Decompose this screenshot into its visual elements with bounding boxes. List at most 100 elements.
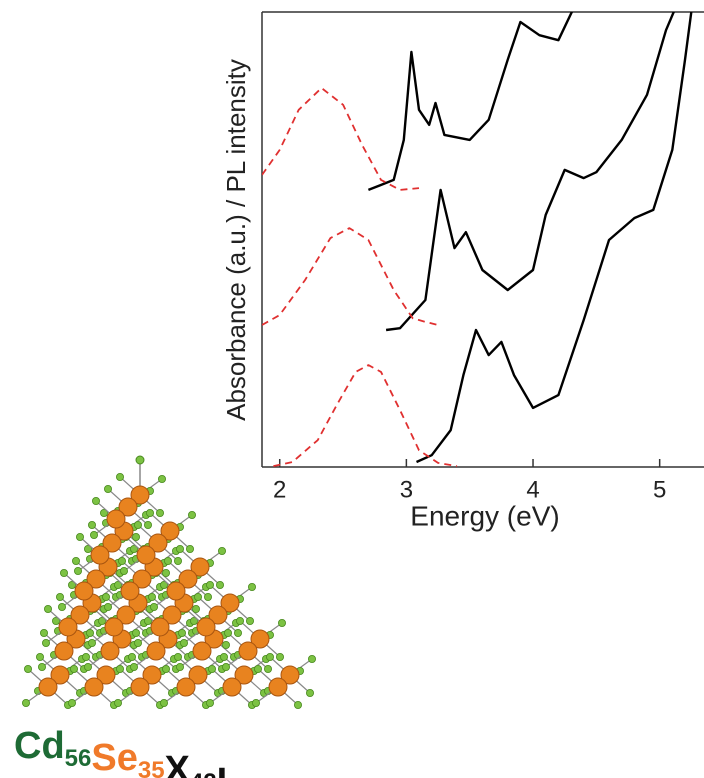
cd-atom	[105, 618, 123, 636]
cd-atom	[59, 618, 77, 636]
cd-atom	[151, 618, 169, 636]
formula-subscript: 56	[65, 745, 92, 772]
ligand-atom	[306, 689, 313, 696]
ligand-atom	[150, 603, 157, 610]
ligand-atom	[92, 497, 99, 504]
ligand-atom	[252, 699, 259, 706]
ligand-atom	[40, 629, 47, 636]
ligand-atom	[42, 639, 49, 646]
ligand-atom	[116, 665, 123, 672]
ligand-atom	[70, 665, 77, 672]
ligand-atom	[218, 547, 225, 554]
ligand-atom	[186, 545, 193, 552]
cluster-structure	[22, 456, 315, 709]
ligand-atom	[134, 521, 141, 528]
ligand-atom	[294, 701, 301, 708]
absorbance-curve	[368, 0, 577, 190]
ligand-atom	[160, 699, 167, 706]
cd-atom	[177, 678, 195, 696]
ligand-atom	[90, 531, 97, 538]
ligand-atom	[180, 639, 187, 646]
ligand-atom	[266, 653, 273, 660]
ligand-atom	[24, 665, 31, 672]
cd-atom	[131, 678, 149, 696]
ligand-atom	[104, 485, 111, 492]
cd-atom	[193, 642, 211, 660]
ligand-atom	[222, 641, 229, 648]
ligand-atom	[222, 663, 229, 670]
formula-element: Se	[91, 737, 137, 778]
ligand-atom	[264, 665, 271, 672]
ligand-atom	[194, 593, 201, 600]
ligand-atom	[132, 533, 139, 540]
ligand-atom	[248, 583, 255, 590]
ligand-atom	[146, 509, 153, 516]
ligand-atom	[36, 653, 43, 660]
pl-curve	[262, 228, 438, 325]
ligand-atom	[134, 639, 141, 646]
ligand-atom	[308, 655, 315, 662]
ligand-atom	[276, 653, 283, 660]
x-tick-label: 4	[526, 476, 539, 503]
cd-atom	[137, 546, 155, 564]
ligand-atom	[86, 629, 93, 636]
x-tick-label: 2	[273, 476, 286, 503]
ligand-atom	[38, 663, 45, 670]
formula-element: Cd	[14, 725, 65, 767]
cluster-formula: Cd56Se35X42L42	[14, 725, 267, 778]
y-axis-label: Absorbance (a.u.) / PL intensity	[221, 59, 251, 421]
cd-atom	[101, 642, 119, 660]
ligand-atom	[68, 699, 75, 706]
ligand-atom	[220, 653, 227, 660]
ligand-atom	[246, 617, 253, 624]
ligand-atom	[132, 629, 139, 636]
formula-subscript: 42	[190, 769, 217, 778]
cd-atom	[121, 582, 139, 600]
cd-atom	[239, 642, 257, 660]
ligand-atom	[192, 605, 199, 612]
ligand-atom	[114, 699, 121, 706]
figure: 2345Energy (eV)Absorbance (a.u.) / PL in…	[0, 0, 704, 778]
x-tick-label: 5	[653, 476, 666, 503]
ligand-atom	[118, 557, 125, 564]
absorbance-curve	[417, 12, 692, 462]
absorbance-curve	[386, 0, 679, 330]
ligand-atom	[188, 511, 195, 518]
formula-subscript: 35	[138, 757, 165, 778]
cd-atom	[147, 642, 165, 660]
cd-atom	[39, 678, 57, 696]
cd-atom	[55, 642, 73, 660]
ligand-atom	[130, 663, 137, 670]
ligand-atom	[104, 603, 111, 610]
cd-atom	[107, 510, 125, 528]
formula-element: L	[217, 761, 240, 778]
ligand-atom	[208, 665, 215, 672]
ligand-atom	[56, 593, 63, 600]
ligand-atom	[128, 653, 135, 660]
ligand-atom	[88, 521, 95, 528]
ligand-atom	[162, 569, 169, 576]
ligand-atom	[178, 629, 185, 636]
ligand-atom	[58, 603, 65, 610]
x-tick-label: 3	[400, 476, 413, 503]
ligand-atom	[162, 665, 169, 672]
ligand-atom	[76, 533, 83, 540]
ligand-atom	[116, 473, 123, 480]
ligand-atom	[156, 509, 163, 516]
ligand-atom	[22, 699, 29, 706]
ligand-atom	[236, 617, 243, 624]
ligand-atom	[206, 581, 213, 588]
ligand-atom	[224, 629, 231, 636]
ligand-atom	[44, 605, 51, 612]
ligand-atom	[206, 699, 213, 706]
ligand-atom	[174, 653, 181, 660]
ligand-atom	[88, 639, 95, 646]
cd-atom	[167, 582, 185, 600]
ligand-atom	[102, 593, 109, 600]
ligand-atom	[254, 665, 261, 672]
cd-atom	[223, 678, 241, 696]
ligand-atom	[278, 619, 285, 626]
cd-atom	[197, 618, 215, 636]
ligand-atom	[72, 557, 79, 564]
